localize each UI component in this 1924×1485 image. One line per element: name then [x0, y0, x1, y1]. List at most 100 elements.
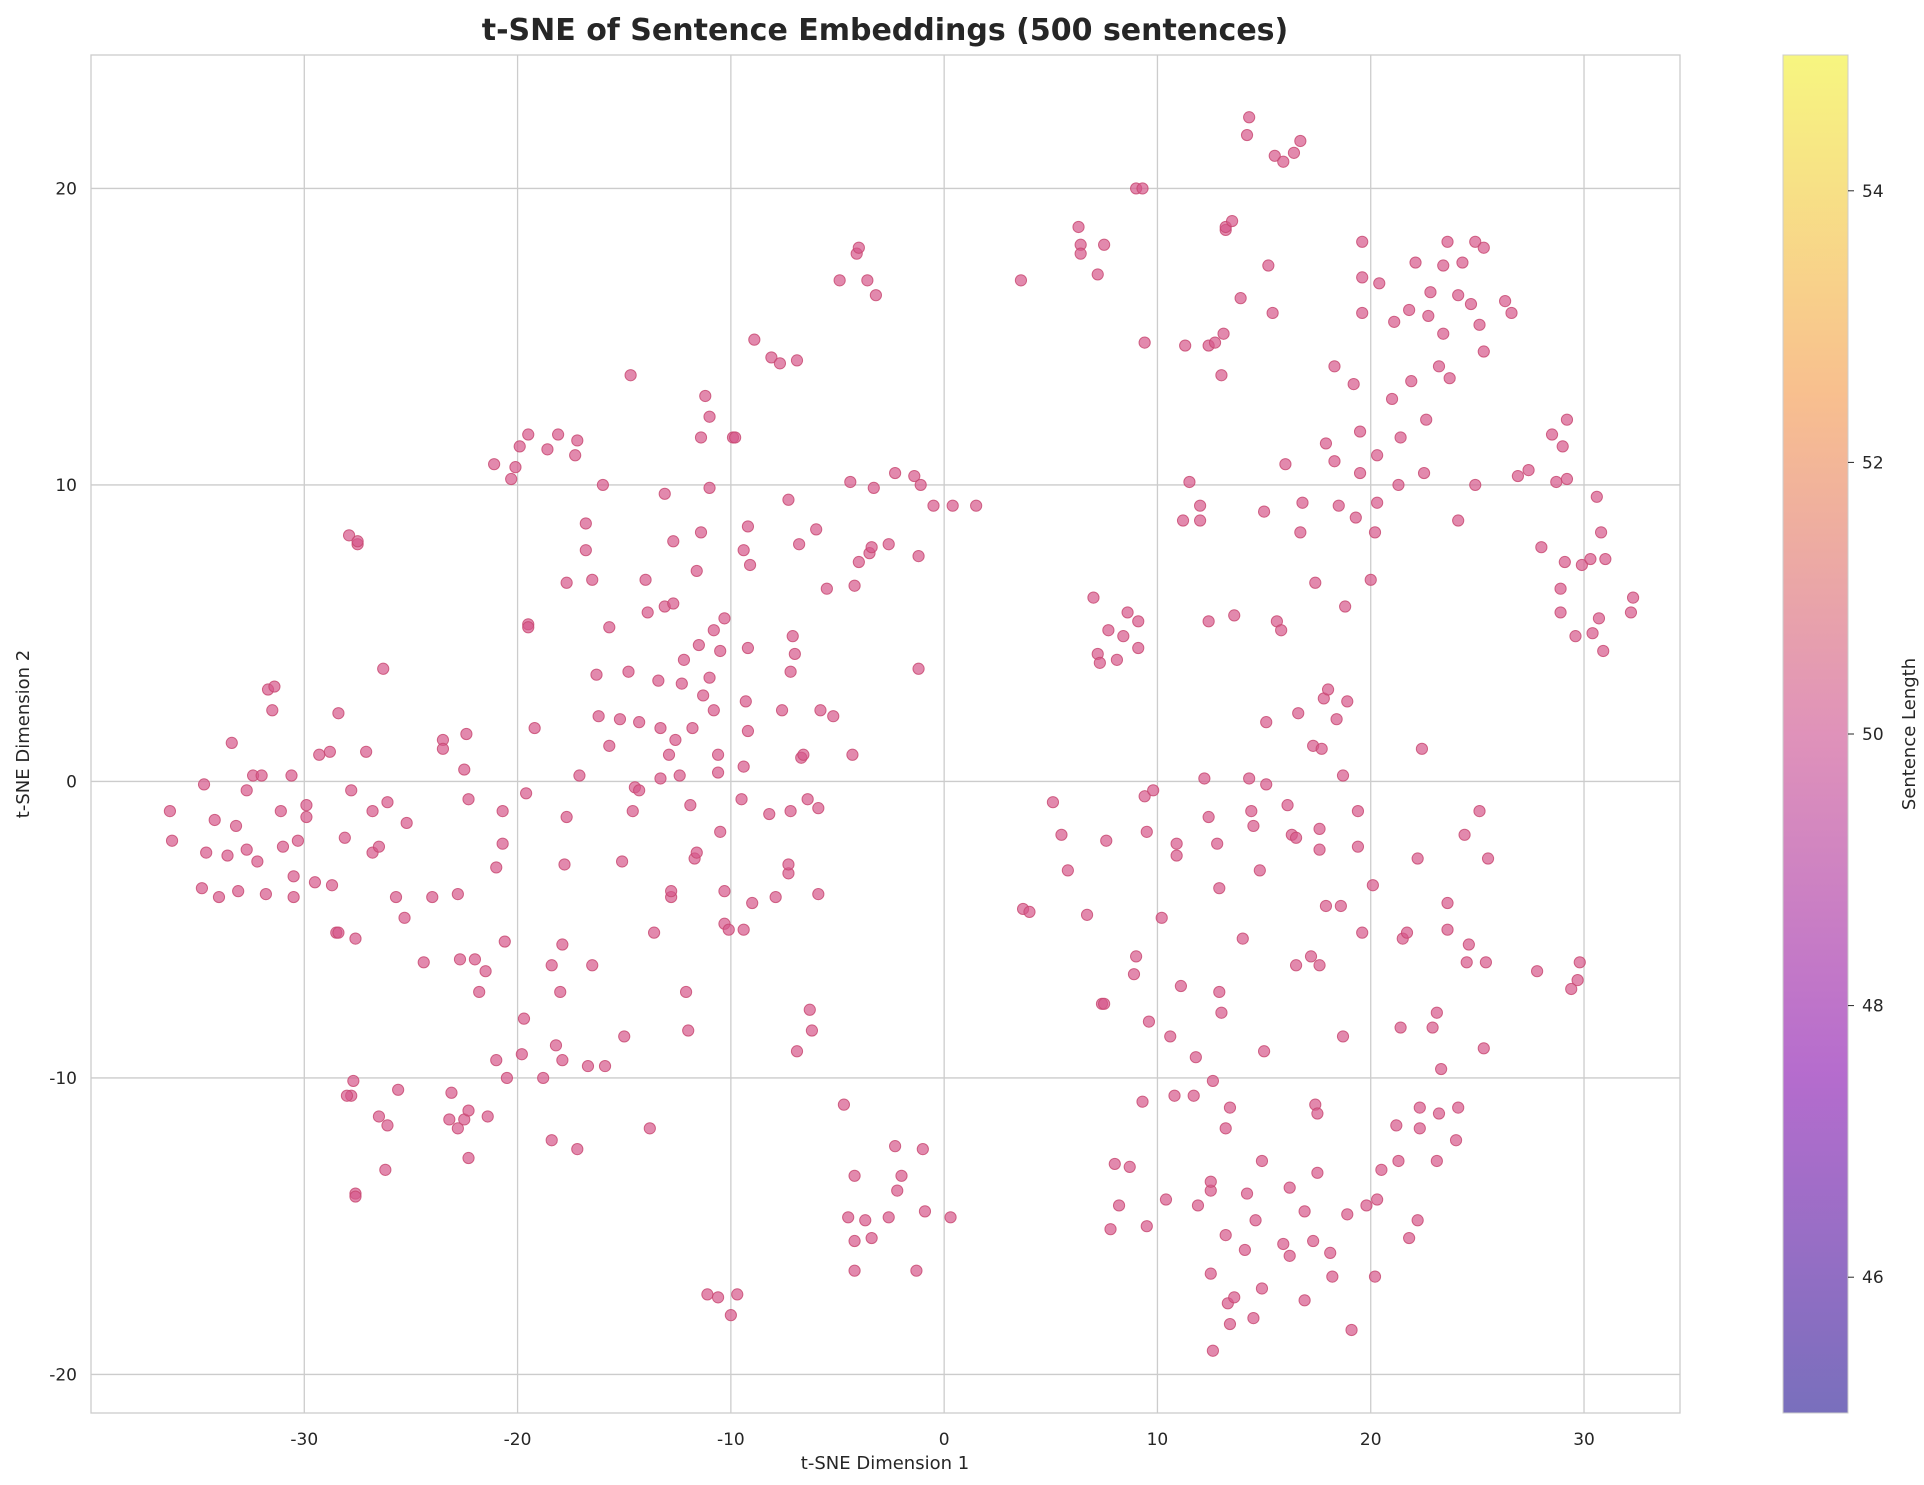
data-point [763, 807, 776, 821]
data-point [1435, 1062, 1448, 1076]
data-point [259, 888, 272, 901]
data-point [1394, 431, 1407, 444]
data-point [1417, 466, 1431, 480]
data-point [1356, 306, 1369, 320]
data-point [1055, 828, 1068, 841]
data-point [520, 787, 533, 800]
data-point [782, 493, 795, 506]
data-point [686, 721, 699, 735]
data-point [1449, 1134, 1463, 1147]
data-point [1238, 1243, 1251, 1257]
data-point [479, 965, 492, 978]
data-point [1311, 1166, 1324, 1179]
data-point [462, 793, 475, 806]
data-point [1477, 345, 1490, 358]
y-axis-label: t-SNE Dimension 2 [13, 650, 34, 818]
data-point [1328, 455, 1341, 468]
data-point [1283, 1181, 1296, 1194]
data-point [340, 1089, 354, 1102]
data-point [443, 1113, 456, 1126]
data-point [586, 959, 599, 972]
data-point [1294, 134, 1307, 148]
data-point [287, 870, 300, 883]
plot-frame [90, 54, 1681, 1414]
data-point [381, 1119, 394, 1132]
data-point [613, 713, 627, 726]
data-point [784, 804, 797, 818]
data-point [505, 472, 518, 486]
data-point [1511, 469, 1525, 483]
data-point [1228, 609, 1241, 622]
y-tick-label: -10 [49, 1069, 77, 1089]
data-point [895, 1169, 908, 1182]
data-point [812, 802, 825, 815]
data-point [1356, 235, 1369, 248]
data-point [1353, 466, 1367, 480]
data-point [1249, 1214, 1262, 1227]
data-point [769, 890, 782, 904]
data-point [1138, 336, 1151, 349]
data-point [1257, 1045, 1271, 1058]
data-point [571, 434, 584, 447]
data-point [633, 716, 646, 729]
data-point [1360, 1199, 1373, 1212]
data-point [639, 573, 652, 586]
data-point [1424, 286, 1437, 299]
data-point [1332, 499, 1345, 512]
data-point [240, 784, 253, 797]
data-point [460, 727, 473, 741]
data-point [1198, 772, 1211, 785]
data-point [590, 668, 603, 681]
data-point [1046, 796, 1060, 809]
data-point [1313, 822, 1326, 835]
data-point [1266, 306, 1279, 320]
data-point [673, 769, 686, 782]
data-point [1112, 1199, 1126, 1212]
data-point [549, 1039, 563, 1052]
data-point [1409, 256, 1422, 269]
data-point [1590, 490, 1603, 503]
data-point [1437, 259, 1450, 272]
data-point [1253, 864, 1266, 877]
data-point [722, 923, 735, 936]
x-tick-labels: -30 -20 -10 0 10 20 30 [290, 1430, 1594, 1450]
data-point [1597, 644, 1610, 658]
data-point [1243, 772, 1256, 785]
data-point [891, 1184, 904, 1197]
data-point [560, 810, 573, 824]
data-point [1443, 372, 1456, 385]
data-point [349, 1190, 362, 1203]
data-point [1294, 526, 1307, 539]
data-point [1147, 784, 1160, 797]
data-point [1240, 128, 1254, 142]
data-point [1228, 1291, 1241, 1304]
data-point [558, 858, 571, 871]
data-point [325, 879, 339, 892]
data-point [332, 707, 345, 720]
data-point [803, 1003, 816, 1016]
data-point [372, 840, 386, 853]
data-point [805, 1024, 819, 1037]
data-point [417, 956, 430, 969]
data-point [1098, 238, 1111, 251]
data-point [560, 576, 573, 589]
data-point [291, 834, 304, 847]
data-point [1441, 235, 1454, 248]
data-point [1560, 472, 1574, 486]
data-point [848, 1264, 861, 1277]
data-point [1223, 1317, 1237, 1331]
data-point [1413, 1101, 1426, 1114]
data-point [1215, 369, 1228, 382]
data-point [571, 1143, 584, 1156]
data-point [1411, 1214, 1424, 1227]
data-point [197, 778, 211, 791]
data-point [626, 804, 639, 818]
data-point [714, 825, 727, 838]
data-point [1194, 499, 1207, 512]
data-point [1072, 220, 1085, 234]
data-point [737, 923, 750, 936]
data-point [737, 544, 750, 557]
data-point [1592, 612, 1606, 625]
data-point [509, 461, 522, 474]
